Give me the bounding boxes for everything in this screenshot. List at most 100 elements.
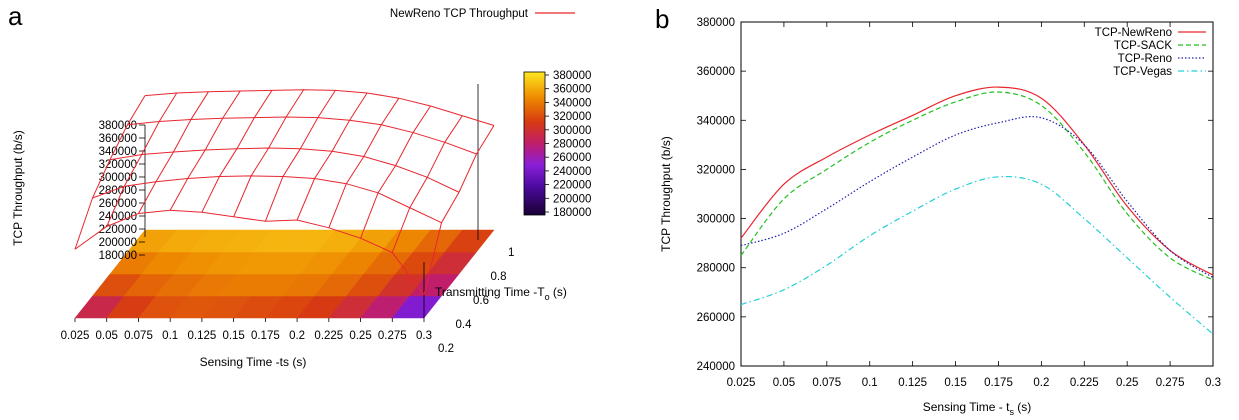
x-tick-label: 0.25	[1116, 377, 1138, 389]
z-tick-label: 260000	[99, 198, 137, 210]
y-axis-label: TCP Throughput (b/s)	[659, 136, 673, 252]
surface-column-line	[138, 91, 209, 214]
surface-legend-label: NewReno TCP Throughput	[390, 8, 529, 20]
colorbar-tick-label: 280000	[553, 139, 591, 151]
floor-heatmap-cell	[444, 229, 495, 253]
y-tick-label: 0.6	[473, 295, 489, 307]
panel-a-letter: a	[8, 1, 23, 31]
x-tick-label: 0.225	[1070, 377, 1099, 389]
surface-column-line	[264, 90, 336, 222]
y-axis-label: Transmitting Time -To (s)	[435, 285, 567, 302]
x-tick-label: 0.3	[416, 330, 432, 342]
surface-mesh	[74, 89, 495, 296]
z-tick-label: 200000	[99, 237, 137, 249]
y-tick-label: 300000	[697, 214, 735, 226]
x-tick-label: 0.15	[222, 330, 244, 342]
panel-b-letter: b	[655, 4, 669, 34]
colorbar-tick-label: 340000	[553, 97, 591, 109]
legend-entry-label: TCP-NewReno	[1095, 27, 1172, 39]
x-tick-label: 0.025	[61, 330, 90, 342]
legend-entry-label: TCP-Reno	[1118, 53, 1172, 65]
y-tick-label: 380000	[697, 17, 735, 29]
colorbar-tick-label: 380000	[553, 70, 591, 82]
x-axis-ticks: 0.025 0.05 0.075 0.1 0.125 0.15 0.175 0.2 0.225 0…	[61, 318, 432, 342]
colorbar-tick-label: 300000	[553, 125, 591, 137]
floor-heatmap	[74, 229, 495, 319]
x-axis-label: Sensing Time -ts (s)	[200, 355, 307, 369]
surface-column-line	[328, 97, 400, 228]
y-tick-label: 340000	[697, 115, 735, 127]
y-tick-label: 360000	[697, 66, 735, 78]
x-tick-label: 0.25	[349, 330, 371, 342]
x-tick-label: 0.125	[188, 330, 217, 342]
x-tick-label: 0.175	[984, 377, 1013, 389]
surface-column-line	[391, 115, 463, 253]
surface-row-line	[74, 209, 425, 296]
y-tick-label: 0.4	[456, 319, 473, 331]
colorbar-tick-label: 220000	[553, 180, 591, 192]
colorbar-tick-label: 240000	[553, 166, 591, 178]
y-tick-label: 0.8	[491, 271, 507, 283]
x-tick-label: 0.175	[251, 330, 280, 342]
surface-row-line	[92, 175, 442, 224]
series-line-tcp-sack	[740, 91, 1214, 281]
surface-column-line	[106, 92, 178, 227]
series-line-tcp-reno	[740, 116, 1214, 279]
y-tick-label: 0.2	[438, 343, 454, 355]
z-tick-label: 240000	[99, 211, 137, 223]
plot-frame	[740, 21, 1214, 367]
series-line-tcp-newreno	[740, 86, 1214, 276]
y-axis-ticks: 240000 260000 280000 300000 320000 340000 3600…	[697, 17, 1213, 373]
x-tick-label: 0.125	[898, 377, 927, 389]
x-tick-label: 0.3	[1205, 377, 1221, 389]
x-tick-label: 0.2	[1033, 377, 1049, 389]
legend-entry-label: TCP-SACK	[1114, 40, 1172, 52]
z-axis-ticks: 1800002000002200002400002600002800003000…	[99, 120, 145, 262]
z-tick-label: 340000	[99, 146, 137, 158]
x-axis-ticks: 0.025 0.05 0.075 0.1 0.125 0.15 0.175 0.2 0.225 0…	[727, 22, 1221, 389]
x-tick-label: 0.075	[812, 377, 841, 389]
x-tick-label: 0.15	[944, 377, 966, 389]
z-axis-label: TCP Throughput (b/s)	[11, 130, 25, 246]
z-tick-label: 220000	[99, 224, 137, 236]
surface-column-line	[169, 90, 241, 211]
z-tick-label: 360000	[99, 133, 137, 145]
colorbar-tick-label: 200000	[553, 193, 591, 205]
surface-row-line	[144, 89, 495, 126]
surface-column-line	[360, 105, 431, 239]
legend-entry-label: TCP-Vegas	[1113, 66, 1172, 78]
x-tick-label: 0.075	[124, 330, 153, 342]
panel-b-line-chart: 240000 260000 280000 300000 320000 340000 3600…	[659, 17, 1221, 417]
surface-column-line	[296, 92, 368, 221]
surface-row-line	[127, 116, 477, 155]
colorbar-tick-label: 320000	[553, 111, 591, 123]
series-lines	[740, 86, 1214, 335]
x-tick-label: 0.1	[862, 377, 878, 389]
z-tick-label: 180000	[99, 250, 137, 262]
surface-column-line	[201, 90, 273, 213]
x-tick-label: 0.275	[1156, 377, 1185, 389]
x-tick-label: 0.025	[727, 377, 756, 389]
surface-column-line	[233, 89, 305, 217]
x-tick-label: 0.2	[289, 330, 305, 342]
colorbar-tick-label: 360000	[553, 84, 591, 96]
x-tick-label: 0.275	[378, 330, 407, 342]
series-line-tcp-vegas	[740, 176, 1214, 335]
panel-a-surface-chart: NewReno TCP Throughput 18000020000022000…	[11, 8, 591, 369]
surface-column-line	[74, 95, 146, 250]
y-tick-label: 280000	[697, 263, 735, 275]
y-tick-label: 1	[508, 247, 514, 259]
x-tick-label: 0.05	[773, 377, 795, 389]
z-tick-label: 320000	[99, 159, 137, 171]
z-tick-label: 280000	[99, 185, 137, 197]
y-tick-label: 320000	[697, 164, 735, 176]
x-tick-label: 0.05	[96, 330, 118, 342]
y-axis-ticks: 0.20.40.60.81	[438, 247, 514, 355]
y-tick-label: 240000	[697, 361, 735, 373]
y-tick-label: 260000	[697, 312, 735, 324]
colorbar	[523, 71, 546, 216]
x-tick-label: 0.225	[314, 330, 343, 342]
